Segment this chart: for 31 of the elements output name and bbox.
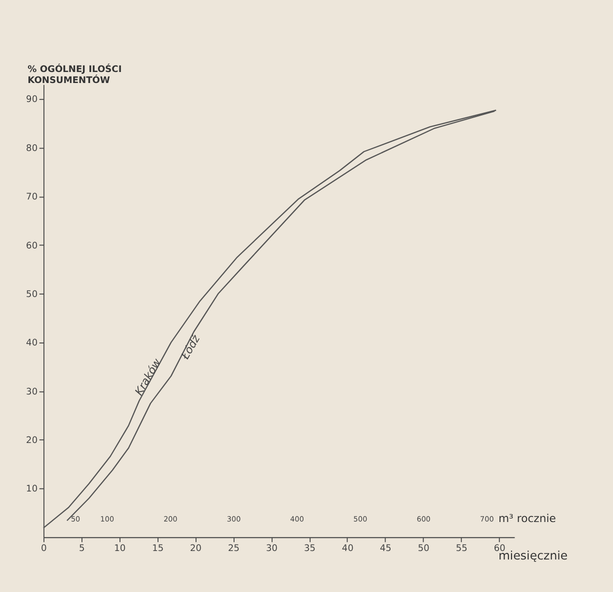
x-tick-label: 20	[190, 544, 202, 554]
x2-tick-label: 500	[353, 514, 368, 524]
y-tick-label: 10	[26, 484, 38, 495]
x-tick-label: 55	[456, 544, 468, 554]
y-tick-label: 60	[26, 241, 38, 252]
x2-tick-label: 700	[480, 514, 494, 524]
y-axis-title: % OGÓLNEJ ILOŚCI KONSUMENTÓW	[28, 63, 122, 86]
y-tick-label: 30	[26, 387, 38, 398]
x2-tick-label: 300	[226, 514, 242, 524]
x2-axis-title: m³ rocznie	[498, 512, 556, 526]
x-tick-label: 5	[79, 544, 85, 554]
y-tick-label: 90	[26, 95, 38, 106]
x2-tick-label: 600	[416, 514, 431, 524]
x2-tick-label: 200	[164, 514, 178, 524]
y-tick-label: 20	[26, 436, 38, 446]
y-tick-label: 70	[26, 192, 38, 203]
x-tick-label: 0	[41, 544, 48, 554]
x-tick-label: 40	[342, 544, 354, 554]
x-tick-label: 50	[418, 544, 430, 554]
x2-tick-label: 100	[100, 514, 114, 524]
x-tick-label: 35	[304, 544, 316, 554]
x2-tick-label: 50	[70, 514, 81, 524]
x-tick-label: 30	[266, 544, 278, 554]
x-tick-label: 10	[114, 544, 126, 554]
x-tick-label: 25	[228, 544, 240, 554]
x2-tick-label: 400	[290, 514, 304, 524]
y-tick-label: 40	[26, 338, 38, 349]
y-tick-label: 80	[26, 144, 38, 154]
x-tick-label: 45	[380, 544, 392, 554]
x-tick-label: 15	[152, 544, 164, 554]
y-tick-label: 50	[26, 290, 38, 300]
